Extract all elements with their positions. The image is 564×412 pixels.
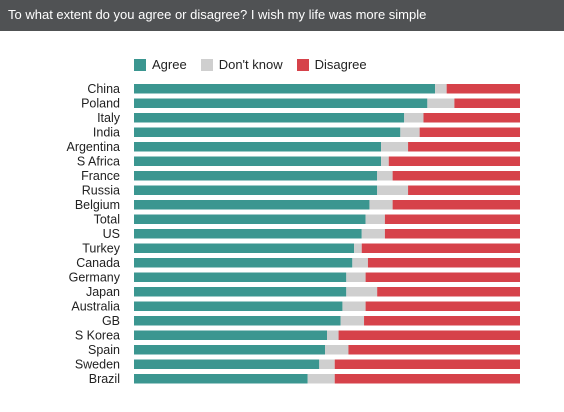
legend-item-disagree: Disagree [296,57,367,72]
bar-total-disagree [384,214,520,224]
legend-swatch-agree [134,58,146,71]
bar-india-dont-know [400,127,420,137]
category-label-spain: Spain [88,343,120,357]
bar-s-africa-disagree [388,156,520,166]
bar-s-africa-dont-know [381,156,389,166]
category-label-argentina: Argentina [66,140,120,154]
bar-belgium-agree [134,200,370,210]
category-label-sweden: Sweden [75,358,120,372]
legend-item-dont-know: Don't know [200,57,283,72]
bar-poland-disagree [454,98,520,108]
bar-spain-disagree [348,345,520,355]
bar-spain-agree [134,345,326,355]
category-label-russia: Russia [82,184,120,198]
category-label-germany: Germany [69,271,121,285]
bar-france-agree [134,171,378,181]
bar-spain-dont-know [325,345,349,355]
bar-france-disagree [392,171,520,181]
category-label-italy: Italy [97,111,121,125]
bar-brazil-dont-know [307,374,335,384]
bar-turkey-dont-know [354,243,362,253]
category-label-brazil: Brazil [89,372,120,386]
bar-italy-dont-know [404,113,424,123]
category-label-china: China [87,82,120,96]
bar-argentina-dont-know [381,142,409,152]
bar-sweden-agree [134,359,320,369]
legend: Agree Don't know Disagree [134,57,367,72]
bar-india-disagree [419,127,520,137]
bar-us-dont-know [361,229,385,239]
category-label-gb: GB [102,314,120,328]
category-label-france: France [81,169,120,183]
category-label-india: India [93,126,120,140]
category-label-total: Total [94,213,120,227]
bar-turkey-agree [134,243,355,253]
category-label-poland: Poland [81,97,120,111]
bar-germany-agree [134,272,347,282]
category-label-us: US [103,227,120,241]
bar-russia-disagree [408,185,520,195]
category-label-japan: Japan [86,285,120,299]
category-label-belgium: Belgium [75,198,120,212]
bar-australia-agree [134,301,343,311]
bar-japan-agree [134,287,347,297]
bar-gb-disagree [364,316,520,326]
bar-sweden-dont-know [319,359,335,369]
bar-germany-disagree [365,272,520,282]
bar-s-korea-disagree [338,330,520,340]
chart-title: To what extent do you agree or disagree?… [8,7,427,22]
bar-total-agree [134,214,366,224]
bar-us-agree [134,229,362,239]
category-label-canada: Canada [76,256,120,270]
bar-us-disagree [384,229,520,239]
bar-russia-agree [134,185,378,195]
legend-label-disagree: Disagree [314,57,367,72]
bar-gb-dont-know [340,316,365,326]
category-label-s-korea: S Korea [75,329,120,343]
bar-china-dont-know [435,84,447,94]
bar-japan-dont-know [346,287,378,297]
category-label-australia: Australia [71,300,120,314]
bar-china-disagree [446,84,520,94]
bar-australia-dont-know [342,301,366,311]
legend-item-agree: Agree [134,57,187,72]
bar-australia-disagree [365,301,520,311]
category-label-turkey: Turkey [82,242,120,256]
legend-label-agree: Agree [152,57,187,72]
bar-canada-agree [134,258,353,268]
bar-italy-agree [134,113,405,123]
bar-china-agree [134,84,436,94]
bar-india-agree [134,127,401,137]
bar-s-korea-agree [134,330,327,340]
legend-swatch-dont-know [200,58,213,71]
bar-canada-disagree [367,258,520,268]
bar-total-dont-know [365,214,385,224]
bar-belgium-dont-know [369,200,393,210]
bar-belgium-disagree [392,200,520,210]
bar-canada-dont-know [352,258,368,268]
bar-s-korea-dont-know [327,330,339,340]
bar-japan-disagree [377,287,520,297]
title-bar: To what extent do you agree or disagree?… [0,0,564,31]
bar-germany-dont-know [346,272,366,282]
bar-brazil-agree [134,374,308,384]
bar-poland-agree [134,98,428,108]
bar-sweden-disagree [334,359,520,369]
bar-italy-disagree [423,113,520,123]
category-label-s-africa: S Africa [77,155,120,169]
legend-swatch-disagree [296,58,309,71]
bar-argentina-disagree [408,142,520,152]
bar-gb-agree [134,316,341,326]
bar-russia-dont-know [377,185,409,195]
bar-turkey-disagree [361,243,520,253]
bar-france-dont-know [377,171,393,181]
bar-argentina-agree [134,142,382,152]
bar-brazil-disagree [334,374,520,384]
legend-label-dont-know: Don't know [218,57,283,72]
bar-s-africa-agree [134,156,382,166]
bar-poland-dont-know [427,98,455,108]
